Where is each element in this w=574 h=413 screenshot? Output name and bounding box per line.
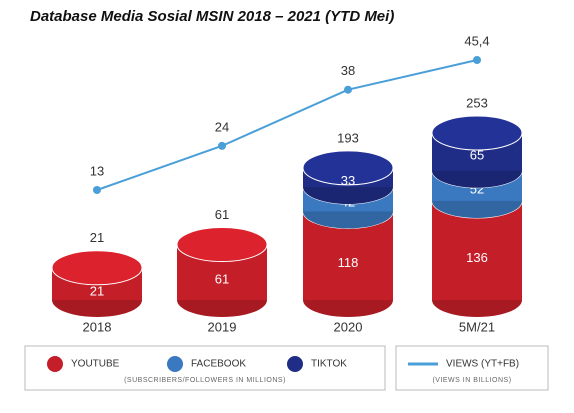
segment-label: 136	[466, 250, 488, 265]
line	[96, 59, 478, 191]
legend-label: VIEWS (YT+FB)	[446, 359, 519, 370]
line-point	[218, 141, 226, 150]
line-value-label: 13	[90, 163, 104, 178]
total-label: 193	[337, 130, 359, 145]
legend-marker	[167, 356, 183, 372]
legend-note: (SUBSCRIBERS/FOLLOWERS IN MILLIONS)	[124, 377, 286, 384]
total-label: 253	[466, 95, 488, 110]
cylinder-top	[302, 150, 394, 186]
legend-label: TIKTOK	[311, 359, 347, 370]
line-value-label: 38	[341, 63, 355, 78]
line-point	[344, 85, 352, 94]
cylinder-top	[176, 227, 268, 263]
segment-label: 61	[215, 272, 229, 287]
line-value-label: 24	[215, 119, 229, 134]
cylinder-top	[51, 250, 143, 286]
legend-note: (VIEWS IN BILLIONS)	[432, 377, 511, 384]
x-tick-label: 2019	[208, 319, 237, 334]
x-tick-label: 2020	[334, 319, 363, 334]
segment-label: 65	[470, 147, 484, 162]
legend-box	[24, 345, 386, 391]
legend-label: YOUTUBE	[71, 359, 120, 370]
total-label: 61	[215, 207, 229, 222]
legend-marker	[287, 356, 303, 372]
x-tick-label: 5M/21	[459, 319, 495, 334]
line-value-label: 45,4	[464, 33, 489, 48]
segment-label: 33	[341, 173, 355, 188]
line-point	[473, 56, 481, 64]
segment-label: 118	[338, 255, 359, 270]
x-tick-label: 2018	[83, 319, 112, 334]
legend-box	[395, 345, 549, 391]
total-label: 21	[90, 230, 104, 245]
chart-title: Database Media Sosial MSIN 2018 – 2021 (…	[30, 8, 394, 25]
segment-label: 21	[90, 283, 104, 298]
legend-marker	[47, 356, 63, 372]
line-point	[93, 186, 101, 194]
legend-label: FACEBOOK	[191, 359, 246, 370]
cylinder-top	[431, 115, 523, 151]
